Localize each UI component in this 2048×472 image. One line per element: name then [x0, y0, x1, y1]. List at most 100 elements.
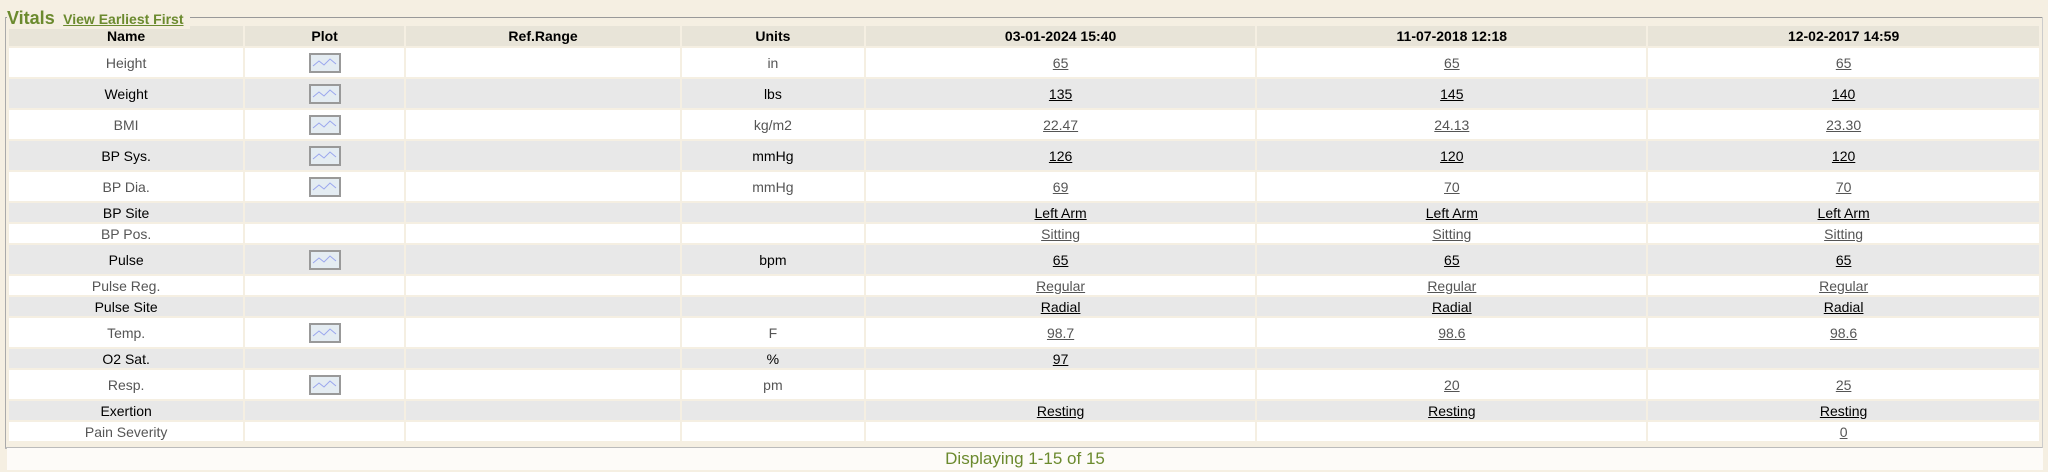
value-cell: Regular — [1646, 275, 2041, 297]
value-cell: 126 — [863, 140, 1258, 172]
vital-name: BP Dia. — [6, 171, 246, 203]
value-cell: 69 — [863, 171, 1258, 203]
line-chart-icon[interactable] — [308, 52, 341, 73]
value-link[interactable]: 65 — [1444, 54, 1460, 71]
units — [680, 421, 866, 443]
line-chart-icon[interactable] — [308, 176, 341, 197]
units: kg/m2 — [680, 109, 866, 141]
value-link[interactable]: 24.13 — [1434, 116, 1470, 133]
column-header: 03-01-2024 15:40 — [863, 26, 1258, 48]
value-link[interactable]: 65 — [1835, 251, 1852, 268]
value-cell: 120 — [1255, 140, 1649, 172]
vitals-table: Name Plot Ref.Range Units 03-01-2024 15:40 11… — [6, 26, 2041, 443]
vital-name: Pain Severity — [6, 421, 246, 443]
column-header: Plot — [243, 26, 407, 48]
value-link[interactable]: 140 — [1831, 85, 1856, 102]
view-earliest-first-link[interactable]: View Earliest First — [63, 11, 184, 27]
value-link[interactable]: Radial — [1431, 298, 1472, 315]
value-link[interactable]: 69 — [1052, 178, 1069, 195]
value-link[interactable]: 23.30 — [1826, 116, 1862, 133]
value-cell: 98.6 — [1255, 317, 1649, 349]
value-link[interactable]: 0 — [1839, 423, 1848, 440]
value-link[interactable]: 98.7 — [1046, 324, 1075, 341]
value-cell: 22.47 — [863, 109, 1258, 141]
ref-range — [404, 202, 683, 224]
value-cell: 98.7 — [863, 317, 1258, 349]
ref-range — [404, 275, 683, 297]
value-link[interactable]: 126 — [1048, 147, 1073, 164]
value-link[interactable]: 98.6 — [1438, 324, 1466, 341]
plot-cell — [243, 348, 407, 370]
value-link[interactable]: Radial — [1823, 298, 1864, 315]
vital-name: Pulse — [6, 244, 246, 276]
value-cell — [863, 421, 1258, 443]
value-cell: Resting — [863, 400, 1258, 422]
table-row: BP Sys. mmHg 126 120 120 — [6, 140, 2041, 172]
value-link[interactable]: 65 — [1052, 251, 1069, 268]
value-link[interactable]: Sitting — [1824, 225, 1864, 242]
line-chart-icon[interactable] — [308, 145, 341, 166]
value-link[interactable]: Sitting — [1432, 225, 1472, 242]
value-link[interactable]: 70 — [1835, 178, 1852, 195]
ref-range — [404, 296, 683, 318]
plot-cell — [243, 317, 407, 349]
units: F — [680, 317, 866, 349]
vital-name: BP Sys. — [6, 140, 246, 172]
value-cell: Resting — [1255, 400, 1649, 422]
value-link[interactable]: Left Arm — [1817, 204, 1870, 221]
value-cell: Regular — [863, 275, 1258, 297]
table-row: Exertion Resting Resting Resting — [6, 400, 2041, 422]
plot-cell — [243, 421, 407, 443]
value-link[interactable]: 120 — [1440, 147, 1464, 164]
value-link[interactable]: 135 — [1048, 85, 1073, 102]
value-link[interactable]: Left Arm — [1425, 204, 1478, 221]
value-link[interactable]: Regular — [1036, 277, 1086, 294]
value-cell: 70 — [1646, 171, 2041, 203]
plot-cell — [243, 244, 407, 276]
value-cell: 65 — [1255, 47, 1649, 79]
line-chart-icon[interactable] — [308, 114, 341, 135]
plot-cell — [243, 47, 407, 79]
value-cell: Radial — [1255, 296, 1649, 318]
value-link[interactable]: 25 — [1835, 376, 1852, 393]
ref-range — [404, 348, 683, 370]
value-link[interactable]: Resting — [1036, 402, 1085, 419]
plot-cell — [243, 202, 407, 224]
panel-legend: Vitals View Earliest First — [7, 8, 190, 29]
plot-cell — [243, 140, 407, 172]
value-link[interactable]: 20 — [1444, 376, 1460, 393]
units — [680, 400, 866, 422]
value-link[interactable]: Resting — [1428, 402, 1476, 419]
units — [680, 223, 866, 245]
line-chart-icon[interactable] — [308, 249, 341, 270]
units — [680, 296, 866, 318]
line-chart-icon[interactable] — [308, 374, 341, 395]
value-link[interactable]: Radial — [1040, 298, 1081, 315]
value-link[interactable]: 145 — [1440, 85, 1464, 102]
vital-name: O2 Sat. — [6, 348, 246, 370]
plot-cell — [243, 171, 407, 203]
value-link[interactable]: Regular — [1427, 277, 1477, 294]
line-chart-icon[interactable] — [308, 83, 341, 104]
value-link[interactable]: 70 — [1444, 178, 1460, 195]
value-link[interactable]: 22.47 — [1043, 116, 1079, 133]
vital-name: BP Pos. — [6, 223, 246, 245]
value-link[interactable]: 65 — [1444, 251, 1460, 268]
value-link[interactable]: Sitting — [1041, 225, 1081, 242]
value-link[interactable]: Resting — [1819, 402, 1868, 419]
column-header: 12-02-2017 14:59 — [1646, 26, 2041, 48]
value-link[interactable]: Regular — [1819, 277, 1869, 294]
value-cell: 145 — [1255, 78, 1649, 110]
plot-cell — [243, 400, 407, 422]
value-link[interactable]: 97 — [1052, 350, 1069, 367]
value-link[interactable]: Left Arm — [1034, 204, 1087, 221]
value-link[interactable]: 65 — [1052, 54, 1069, 71]
value-link[interactable]: 98.6 — [1829, 324, 1858, 341]
table-row: BP Dia. mmHg 69 70 70 — [6, 171, 2041, 203]
line-chart-icon[interactable] — [308, 322, 341, 343]
value-link[interactable]: 65 — [1835, 54, 1852, 71]
plot-cell — [243, 223, 407, 245]
value-link[interactable]: 120 — [1831, 147, 1856, 164]
vital-name: Pulse Reg. — [6, 275, 246, 297]
column-header: Name — [6, 26, 246, 48]
